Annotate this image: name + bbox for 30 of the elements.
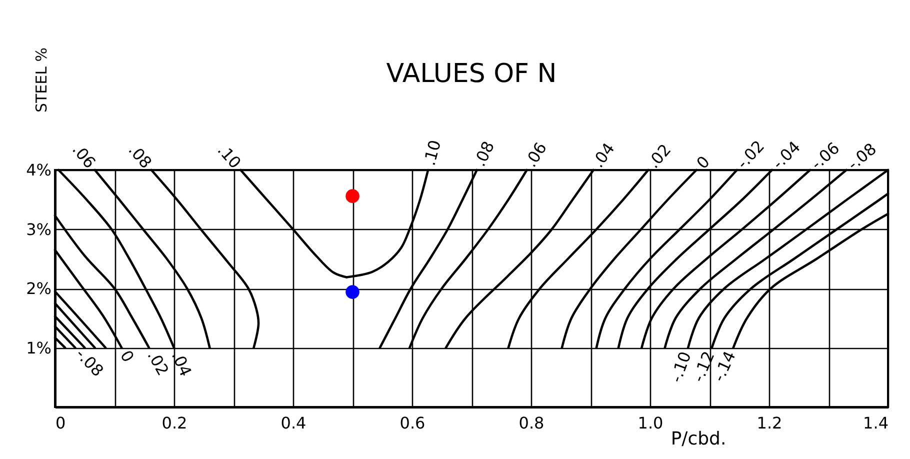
x-tick-label: 0	[56, 414, 66, 432]
x-tick-label: 1.0	[638, 414, 664, 432]
x-tick-label: 0.2	[162, 414, 188, 432]
text: 0	[692, 152, 714, 173]
text: .06	[68, 140, 100, 172]
y-axis-title: STEEL %	[32, 47, 50, 112]
x-tick-label: 0.8	[518, 414, 544, 432]
x-axis-title: P/cbd.	[670, 428, 726, 450]
y-tick-label: 2%	[26, 279, 52, 298]
text: .06	[520, 138, 551, 171]
x-tick-label: 0.4	[280, 414, 306, 432]
x-tick-label: 1.4	[863, 414, 888, 432]
text: -.06	[807, 138, 844, 174]
chart-title: VALUES OF N	[386, 58, 557, 89]
text: .04	[588, 139, 618, 172]
text: -.02	[732, 136, 768, 172]
text: -.04	[768, 137, 804, 173]
text: 0	[116, 347, 138, 366]
text: .10	[420, 138, 445, 168]
y-tick-label: 3%	[26, 220, 52, 239]
text: .08	[470, 138, 498, 170]
y-tick-label: 4%	[26, 160, 52, 180]
y-tick-label: 1%	[26, 338, 52, 358]
x-tick-label: 0.6	[400, 414, 426, 432]
text: -.08	[844, 139, 880, 174]
x-tick-label: 1.2	[756, 414, 782, 432]
text: .08	[124, 140, 156, 172]
text: .10	[214, 140, 245, 172]
text: -.08	[72, 344, 108, 380]
text: .02	[644, 140, 675, 172]
